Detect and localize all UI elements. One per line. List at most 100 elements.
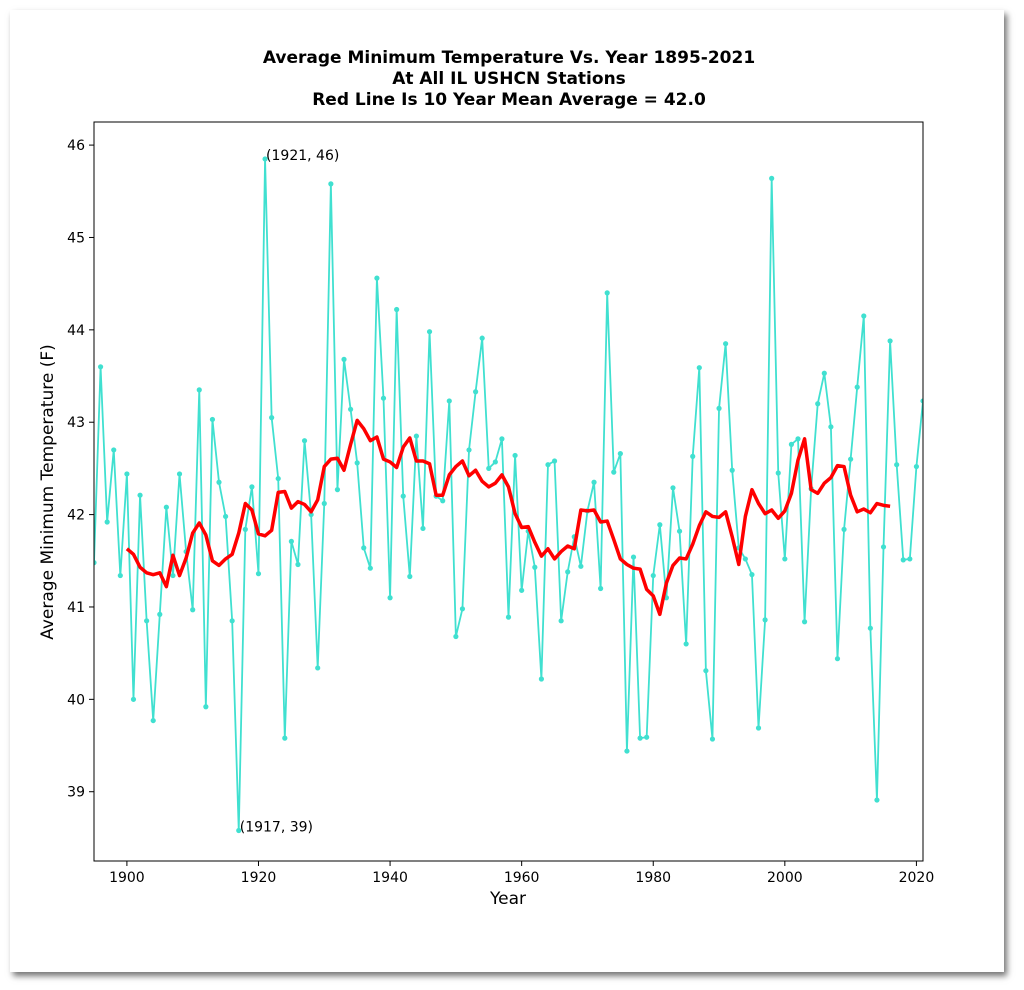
raw-data-point bbox=[801, 619, 808, 625]
raw-data-point bbox=[841, 526, 847, 532]
raw-data-point bbox=[301, 438, 308, 444]
raw-data-point bbox=[617, 451, 623, 457]
raw-data-point bbox=[683, 641, 689, 647]
raw-data-point bbox=[367, 565, 373, 571]
raw-data-point bbox=[288, 538, 294, 544]
raw-data-point bbox=[920, 398, 923, 404]
raw-data-point bbox=[190, 607, 196, 613]
raw-data-point bbox=[348, 406, 354, 412]
point-annotation: (1917, 39) bbox=[240, 820, 313, 836]
raw-data-point bbox=[854, 384, 860, 390]
raw-data-point bbox=[723, 341, 729, 347]
raw-data-point bbox=[394, 306, 400, 313]
raw-data-point bbox=[420, 525, 426, 532]
raw-data-point bbox=[505, 614, 512, 620]
raw-data-point bbox=[170, 572, 176, 579]
raw-data-point bbox=[598, 585, 604, 592]
raw-data-point bbox=[176, 471, 183, 477]
raw-data-point bbox=[269, 415, 275, 421]
raw-data-point bbox=[591, 479, 597, 485]
annotations: (1921, 46) (1917, 39) bbox=[240, 148, 340, 836]
raw-data-point bbox=[150, 717, 156, 724]
raw-data-point bbox=[545, 462, 551, 468]
raw-data-point bbox=[157, 611, 163, 617]
raw-data-point bbox=[650, 572, 656, 579]
raw-data-point bbox=[769, 175, 775, 181]
raw-data-point bbox=[644, 734, 650, 740]
raw-data-point bbox=[413, 433, 419, 439]
x-tick-label: 2020 bbox=[899, 870, 935, 886]
raw-data-point bbox=[749, 572, 755, 578]
raw-data-point bbox=[690, 453, 696, 459]
raw-data-point bbox=[630, 554, 637, 560]
raw-data-point bbox=[374, 275, 380, 281]
raw-data-point bbox=[446, 398, 452, 404]
raw-data-point bbox=[880, 544, 887, 550]
raw-data-point bbox=[795, 436, 801, 442]
raw-data-point bbox=[341, 356, 347, 362]
raw-data-point bbox=[407, 573, 413, 580]
plot-marks bbox=[94, 156, 923, 834]
chart-title-line-2: At All IL USHCN Stations bbox=[392, 69, 626, 89]
raw-data-point bbox=[163, 504, 169, 510]
raw-data-point bbox=[111, 447, 117, 453]
raw-data-point bbox=[440, 498, 446, 504]
raw-data-point bbox=[275, 475, 281, 482]
x-tick-label: 1960 bbox=[504, 870, 540, 886]
y-tick-label: 40 bbox=[67, 692, 85, 708]
raw-data-point bbox=[742, 556, 748, 562]
raw-data-point bbox=[97, 364, 104, 370]
raw-data-point bbox=[657, 522, 663, 528]
raw-data-point bbox=[459, 606, 466, 612]
chart-title-line-1: Average Minimum Temperature Vs. Year 189… bbox=[263, 48, 755, 68]
figure-frame bbox=[10, 10, 1004, 972]
raw-data-point bbox=[295, 561, 301, 568]
raw-data-point bbox=[861, 313, 867, 319]
plot-area-border bbox=[93, 121, 924, 862]
raw-data-point bbox=[848, 456, 854, 462]
raw-data-point bbox=[499, 436, 505, 442]
ten-year-mean-line bbox=[125, 418, 891, 617]
raw-data-point bbox=[867, 625, 873, 631]
raw-data-point bbox=[117, 572, 123, 579]
raw-data-point bbox=[624, 748, 630, 754]
raw-series-line bbox=[94, 158, 923, 832]
raw-data-point bbox=[466, 447, 472, 453]
raw-data-point bbox=[492, 459, 498, 465]
raw-data-point bbox=[137, 492, 143, 498]
raw-data-point bbox=[532, 564, 538, 570]
raw-data-point bbox=[328, 181, 334, 187]
raw-data-point bbox=[426, 329, 433, 335]
raw-data-point bbox=[361, 545, 367, 551]
raw-data-point bbox=[703, 668, 709, 674]
y-tick-label: 41 bbox=[67, 600, 85, 616]
raw-data-point bbox=[354, 460, 360, 466]
raw-data-point bbox=[834, 656, 841, 662]
raw-data-point bbox=[262, 156, 268, 162]
raw-data-point bbox=[815, 401, 821, 407]
raw-data-point bbox=[315, 665, 321, 671]
raw-data-point bbox=[321, 500, 327, 507]
raw-data-point bbox=[775, 470, 781, 476]
raw-data-point bbox=[788, 441, 795, 447]
raw-data-point bbox=[203, 704, 209, 710]
chart-title-line-3: Red Line Is 10 Year Mean Average = 42.0 bbox=[312, 90, 706, 110]
raw-data-point bbox=[762, 617, 768, 623]
raw-data-point bbox=[828, 424, 834, 430]
raw-data-point bbox=[907, 556, 913, 562]
raw-data-point bbox=[676, 528, 683, 534]
raw-data-point bbox=[222, 513, 229, 520]
y-tick-label: 45 bbox=[67, 230, 85, 246]
y-tick-label: 46 bbox=[67, 138, 85, 154]
raw-data-point bbox=[255, 571, 262, 577]
raw-data-point bbox=[538, 676, 545, 682]
raw-data-point bbox=[144, 618, 150, 624]
raw-data-point bbox=[229, 618, 235, 624]
x-axis-label: Year bbox=[489, 889, 526, 909]
raw-data-point bbox=[565, 569, 571, 575]
raw-data-point bbox=[716, 405, 722, 411]
y-tick-label: 43 bbox=[67, 415, 85, 431]
raw-data-point bbox=[551, 458, 558, 464]
raw-data-point bbox=[558, 618, 564, 624]
raw-data-point bbox=[473, 389, 479, 395]
